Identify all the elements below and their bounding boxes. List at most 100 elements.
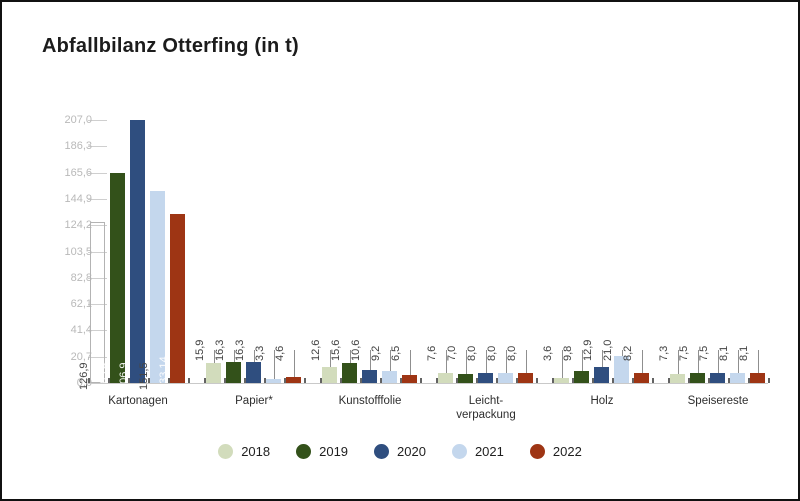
x-axis-tick (436, 378, 438, 383)
leader-line (602, 350, 603, 367)
x-axis-tick (244, 378, 246, 383)
bar-2021-leicht-verpackung[interactable] (498, 373, 513, 383)
x-axis-tick (320, 378, 322, 383)
bar-2020-holz[interactable] (594, 367, 609, 383)
value-label: 15,6 (330, 339, 342, 361)
bar-2018-kunstofffolie[interactable] (322, 367, 337, 383)
y-axis-label: 82,8 (70, 272, 92, 284)
bar-2020-leicht-verpackung[interactable] (478, 373, 493, 383)
legend-swatch-2021 (451, 443, 467, 459)
bar-2022-papier[interactable] (286, 377, 301, 383)
bar-2021-kunstofffolie[interactable] (382, 371, 397, 383)
y-axis-label: 186,3 (64, 140, 92, 152)
bar-2018-speisereste[interactable] (670, 374, 685, 383)
x-axis-tick (168, 378, 170, 383)
legend-item-2022[interactable]: 2022 (529, 443, 582, 459)
value-label: 3,3 (254, 345, 266, 361)
x-axis-tick (204, 378, 206, 383)
x-axis-tick (380, 378, 382, 383)
x-axis-tick (552, 378, 554, 383)
bar-2021-holz[interactable] (614, 356, 629, 383)
bar-2022-kunstofffolie[interactable] (402, 375, 417, 383)
value-label: 126,9 (78, 362, 90, 390)
legend-item-2019[interactable]: 2019 (296, 443, 348, 459)
value-label: 6,5 (390, 345, 402, 361)
bar-2022-speisereste[interactable] (750, 373, 765, 383)
x-axis-tick (748, 378, 750, 383)
value-label: 16,3 (214, 339, 226, 361)
y-axis-tick (88, 304, 107, 305)
bar-2018-kartonagen[interactable] (90, 222, 105, 383)
x-axis-tick (612, 378, 614, 383)
x-axis-tick (652, 378, 654, 383)
value-label: 8,0 (506, 345, 518, 361)
y-axis-tick (88, 252, 107, 253)
leader-line (642, 350, 643, 373)
x-axis-tick (420, 378, 422, 383)
x-axis-line (88, 383, 768, 384)
bar-2020-papier[interactable] (246, 362, 261, 383)
bar-2018-leicht-verpackung[interactable] (438, 373, 453, 383)
x-axis-tick (340, 378, 342, 383)
legend-item-2021[interactable]: 2021 (451, 443, 504, 459)
x-axis-tick (128, 378, 130, 383)
value-label: 151,5 (138, 362, 150, 390)
value-label: 7,3 (658, 345, 670, 361)
bar-2022-kartonagen[interactable] (170, 214, 185, 383)
x-axis-tick (456, 378, 458, 383)
legend-swatch-2018 (218, 443, 234, 459)
bar-2019-leicht-verpackung[interactable] (458, 374, 473, 383)
x-axis-tick (632, 378, 634, 383)
x-axis-tick (264, 378, 266, 383)
leader-line (698, 350, 699, 373)
bar-2019-papier[interactable] (226, 362, 241, 383)
leader-line (562, 350, 563, 378)
bar-2018-papier[interactable] (206, 363, 221, 383)
x-axis-tick (360, 378, 362, 383)
bar-2019-holz[interactable] (574, 371, 589, 383)
x-axis-label-holz: Holz (590, 395, 614, 407)
value-label: 133,14 (158, 356, 170, 390)
legend-swatch-2019 (296, 443, 312, 459)
bar-2021-kartonagen[interactable] (150, 191, 165, 383)
x-axis-tick (768, 378, 770, 383)
bar-2019-kunstofffolie[interactable] (342, 363, 357, 383)
bar-2022-holz[interactable] (634, 373, 649, 383)
x-axis-label-speisereste: Speisereste (687, 395, 749, 407)
leader-line (294, 350, 295, 377)
legend-label: 2022 (552, 443, 582, 459)
y-axis-tick (88, 278, 107, 279)
y-axis-label: 41,4 (70, 324, 92, 336)
x-axis-label-kunstofffolie: Kunstofffolie (338, 395, 402, 407)
value-label: 165,4 (98, 362, 110, 390)
x-axis-label-kartonagen: Kartonagen (108, 395, 168, 407)
x-axis-tick (400, 378, 402, 383)
legend-item-2018[interactable]: 2018 (218, 443, 271, 459)
y-axis-label: 103,5 (64, 246, 92, 258)
bar-2020-kartonagen[interactable] (130, 120, 145, 383)
bar-2020-kunstofffolie[interactable] (362, 370, 377, 383)
y-axis-label: 144,9 (64, 193, 92, 205)
legend-label: 2018 (241, 443, 271, 459)
bar-2018-holz[interactable] (554, 378, 569, 383)
value-label: 21,0 (602, 339, 614, 361)
leader-line (214, 350, 215, 363)
y-axis-label: 20,7 (70, 351, 92, 363)
bar-2022-leicht-verpackung[interactable] (518, 373, 533, 383)
value-label: 8,0 (466, 345, 478, 361)
legend: 2018 2019 2020 2021 2022 (2, 441, 798, 461)
y-axis-label: 165,6 (64, 167, 92, 179)
value-label: 8,2 (622, 345, 634, 361)
y-axis-tick (88, 120, 107, 121)
bar-2019-kartonagen[interactable] (110, 173, 125, 383)
bar-2021-papier[interactable] (266, 379, 281, 383)
leader-line (330, 350, 331, 367)
y-axis-tick (88, 357, 107, 358)
bar-2021-speisereste[interactable] (730, 373, 745, 383)
bar-2020-speisereste[interactable] (710, 373, 725, 383)
legend-item-2020[interactable]: 2020 (374, 443, 426, 459)
value-label: 7,6 (426, 345, 438, 361)
value-label: 7,5 (698, 345, 710, 361)
y-axis-tick (88, 330, 107, 331)
bar-2019-speisereste[interactable] (690, 373, 705, 383)
